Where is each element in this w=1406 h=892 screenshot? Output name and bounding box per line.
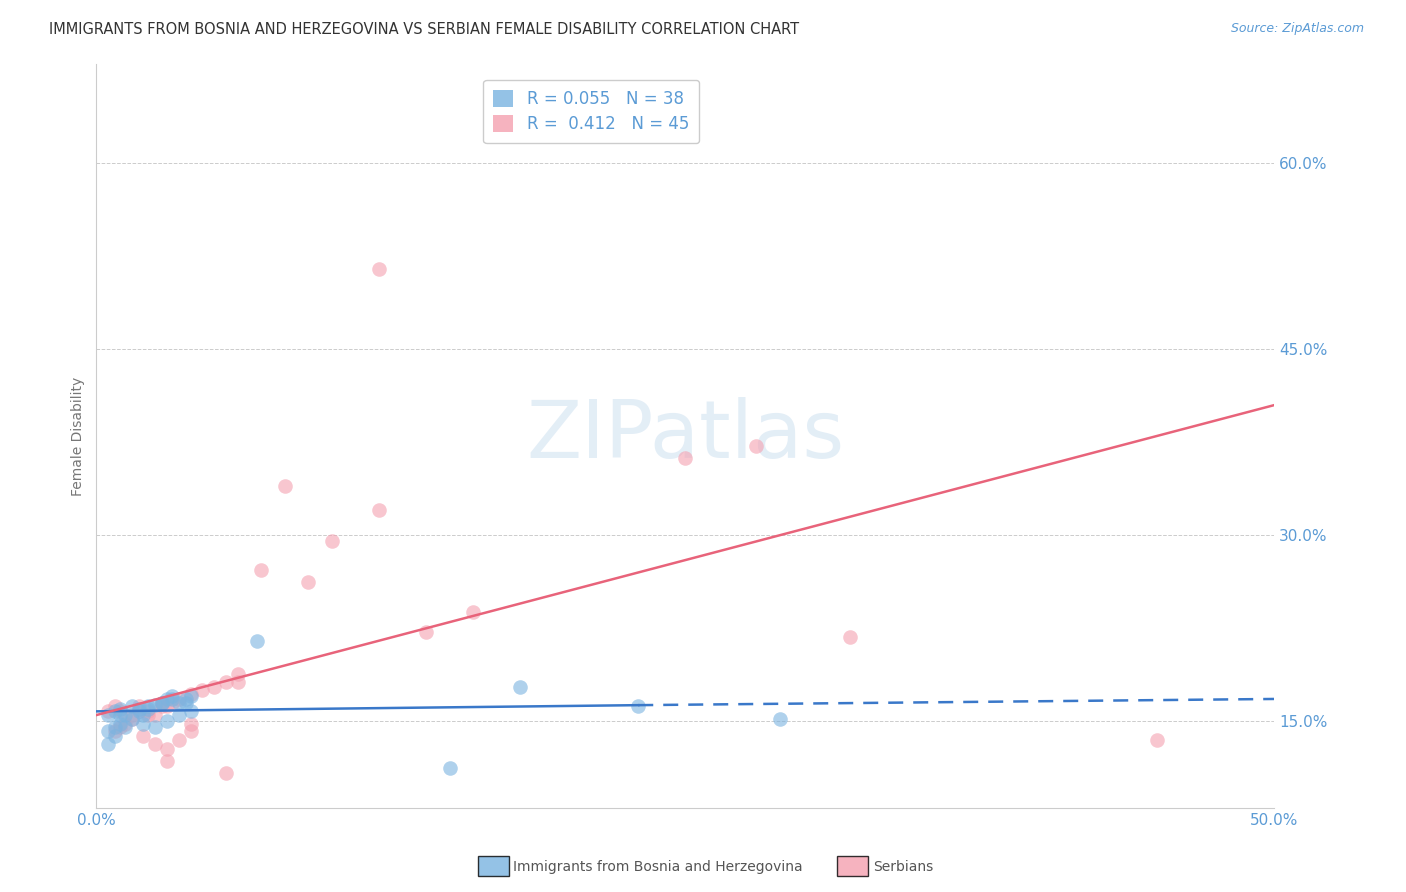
Point bbox=[522, 112, 544, 127]
Y-axis label: Female Disability: Female Disability bbox=[72, 376, 86, 496]
Point bbox=[121, 712, 143, 726]
Point bbox=[128, 702, 150, 716]
Point bbox=[121, 708, 143, 723]
Point bbox=[114, 708, 136, 723]
Text: Serbians: Serbians bbox=[873, 860, 934, 874]
Point bbox=[191, 683, 214, 698]
Point bbox=[180, 687, 202, 701]
Point bbox=[97, 737, 120, 751]
Text: Source: ZipAtlas.com: Source: ZipAtlas.com bbox=[1230, 22, 1364, 36]
Point bbox=[180, 690, 202, 704]
Point bbox=[108, 702, 131, 716]
Point bbox=[128, 704, 150, 718]
Point bbox=[143, 708, 166, 723]
Point bbox=[128, 704, 150, 718]
Point bbox=[156, 692, 179, 706]
Point bbox=[121, 712, 143, 726]
Legend: R = 0.055   N = 38, R =  0.412   N = 45: R = 0.055 N = 38, R = 0.412 N = 45 bbox=[484, 79, 699, 143]
Point bbox=[368, 261, 391, 276]
Point bbox=[215, 674, 238, 689]
Point bbox=[132, 729, 155, 743]
Point bbox=[1146, 732, 1168, 747]
Point bbox=[839, 630, 862, 644]
Point bbox=[180, 724, 202, 739]
Point bbox=[160, 696, 183, 710]
Point bbox=[97, 704, 120, 718]
Point bbox=[673, 451, 696, 466]
Point bbox=[415, 625, 437, 640]
Point bbox=[250, 563, 273, 577]
Text: Immigrants from Bosnia and Herzegovina: Immigrants from Bosnia and Herzegovina bbox=[513, 860, 803, 874]
Point bbox=[167, 692, 190, 706]
Point bbox=[97, 708, 120, 723]
Point bbox=[745, 439, 768, 453]
Point bbox=[132, 716, 155, 731]
Point bbox=[245, 633, 267, 648]
Point bbox=[143, 698, 166, 713]
Point bbox=[174, 696, 197, 710]
Point bbox=[150, 696, 173, 710]
Point bbox=[108, 708, 131, 723]
Point bbox=[132, 708, 155, 723]
Text: ZIPatlas: ZIPatlas bbox=[526, 397, 845, 475]
Point bbox=[439, 761, 461, 775]
Point bbox=[180, 704, 202, 718]
Point bbox=[143, 721, 166, 735]
Point bbox=[104, 699, 127, 714]
Point bbox=[97, 724, 120, 739]
Point bbox=[104, 704, 127, 718]
Point bbox=[114, 716, 136, 731]
Point bbox=[226, 667, 249, 681]
Point bbox=[150, 699, 173, 714]
Point bbox=[104, 724, 127, 739]
Point bbox=[509, 680, 531, 694]
Point bbox=[167, 696, 190, 710]
Point bbox=[104, 729, 127, 743]
Point bbox=[136, 708, 159, 723]
Point bbox=[108, 716, 131, 731]
Point bbox=[627, 699, 650, 714]
Point bbox=[167, 708, 190, 723]
Text: IMMIGRANTS FROM BOSNIA AND HERZEGOVINA VS SERBIAN FEMALE DISABILITY CORRELATION : IMMIGRANTS FROM BOSNIA AND HERZEGOVINA V… bbox=[49, 22, 800, 37]
Point bbox=[156, 741, 179, 756]
Point bbox=[202, 680, 225, 694]
Point bbox=[167, 732, 190, 747]
Point bbox=[156, 699, 179, 714]
Point bbox=[114, 721, 136, 735]
Point bbox=[368, 503, 391, 517]
Point bbox=[321, 534, 343, 549]
Point bbox=[143, 737, 166, 751]
Point bbox=[160, 692, 183, 706]
Point bbox=[104, 721, 127, 735]
Point bbox=[463, 605, 485, 619]
Point bbox=[108, 704, 131, 718]
Point bbox=[136, 702, 159, 716]
Point bbox=[768, 712, 790, 726]
Point bbox=[136, 704, 159, 718]
Point bbox=[160, 690, 183, 704]
Point bbox=[156, 714, 179, 729]
Point bbox=[108, 721, 131, 735]
Point bbox=[136, 699, 159, 714]
Point bbox=[150, 696, 173, 710]
Point bbox=[128, 699, 150, 714]
Point bbox=[297, 575, 319, 590]
Point bbox=[121, 699, 143, 714]
Point bbox=[180, 716, 202, 731]
Point bbox=[215, 766, 238, 780]
Point bbox=[226, 674, 249, 689]
Point bbox=[150, 696, 173, 710]
Point bbox=[156, 754, 179, 768]
Point bbox=[174, 692, 197, 706]
Point bbox=[274, 478, 297, 492]
